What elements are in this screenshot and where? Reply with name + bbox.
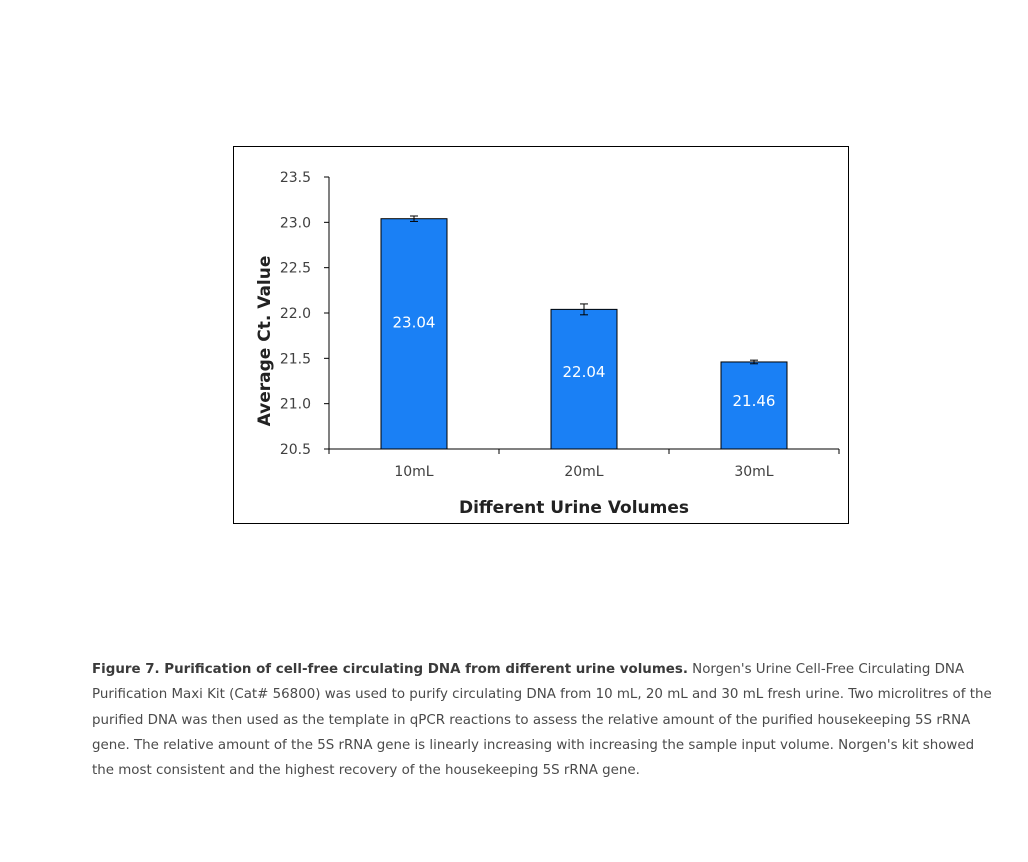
bar	[380, 218, 448, 450]
figure-caption: Figure 7. Purification of cell-free circ…	[92, 657, 992, 783]
y-axis-ticks: 20.5 21.0 21.5 22.0 22.5 23.0 23.5	[280, 170, 329, 458]
caption-title: Figure 7. Purification of cell-free circ…	[92, 662, 688, 677]
bar-chart: 20.521.021.522.022.523.023.5 23.0422.042…	[255, 170, 840, 518]
bar	[720, 361, 788, 450]
x-tick-label: 10mL	[394, 464, 433, 480]
y-axis-title: Average Ct. Value	[255, 256, 275, 427]
y-tick-label: 22.0	[280, 306, 311, 322]
y-tick-label: 23.5	[280, 170, 311, 186]
x-tick-label: 30mL	[734, 464, 773, 480]
bar-value-label: 22.04	[563, 363, 606, 381]
y-tick-label: 21.0	[280, 397, 311, 413]
bar-value-label: 21.46	[733, 392, 776, 410]
y-tick-label: 22.5	[280, 261, 311, 277]
bar-value-label: 23.04	[393, 313, 436, 331]
y-tick-label: 21.5	[280, 351, 311, 367]
y-tick-label: 23.0	[280, 215, 311, 231]
x-tick-label: 20mL	[564, 464, 603, 480]
chart-frame: 20.5 21.0 21.5 22.0 22.5 23.0 23.5 23.04 22.04 2…	[233, 146, 849, 524]
x-axis-title: Different Urine Volumes	[459, 498, 689, 518]
x-axis-ticks: 10mL 20mL 30mL	[328, 449, 840, 480]
bars: 23.04 22.04 21.46	[380, 215, 788, 450]
caption-body: Norgen's Urine Cell-Free Circulating DNA…	[92, 662, 992, 779]
y-tick-label: 20.5	[280, 442, 311, 458]
